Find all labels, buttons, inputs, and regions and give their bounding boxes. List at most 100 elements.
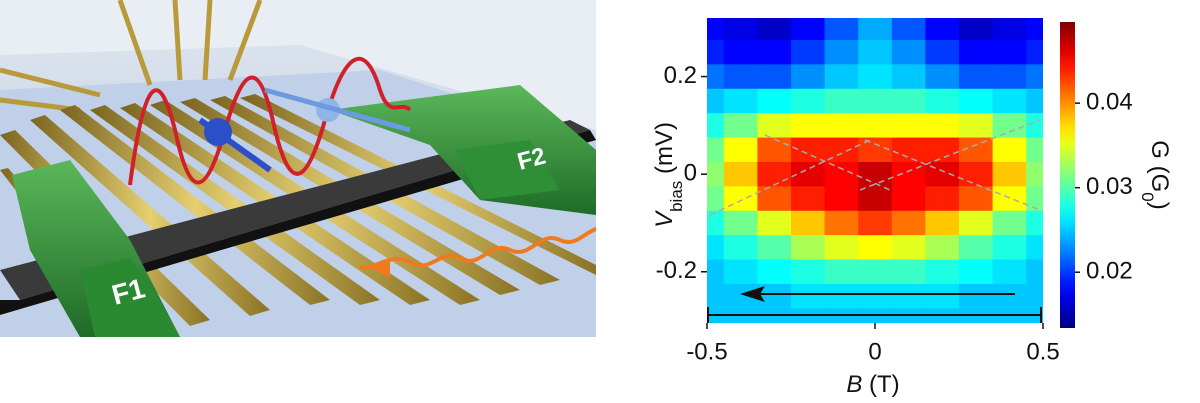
cell <box>1026 210 1043 236</box>
cell <box>891 283 926 309</box>
guide-lines <box>709 119 1041 216</box>
cell <box>791 18 826 41</box>
cell <box>858 18 893 41</box>
cell <box>1026 18 1043 41</box>
cell <box>824 186 859 212</box>
cell <box>992 113 1027 139</box>
y-tick-label: 0 <box>684 160 697 187</box>
cell <box>723 308 758 323</box>
y-subscript: bias <box>667 181 686 212</box>
sweep-arrow-head <box>740 286 765 302</box>
cell <box>723 18 758 41</box>
cell <box>723 39 758 65</box>
cell <box>723 137 758 163</box>
cell <box>707 113 725 139</box>
cell <box>925 39 960 65</box>
cell <box>992 64 1027 90</box>
cell <box>757 39 792 65</box>
cell <box>992 308 1027 323</box>
cell <box>891 308 926 323</box>
cell <box>757 259 792 285</box>
cell <box>959 88 994 114</box>
cell <box>707 283 725 309</box>
cell <box>707 137 725 163</box>
cell <box>707 210 725 236</box>
cell <box>757 235 792 261</box>
cell <box>1026 113 1043 139</box>
cell <box>992 161 1027 187</box>
cell <box>757 18 792 41</box>
cell <box>858 64 893 90</box>
colorbar <box>1060 22 1075 328</box>
cell <box>891 210 926 236</box>
cell <box>992 88 1027 114</box>
cell <box>791 259 826 285</box>
cell <box>858 39 893 65</box>
cell <box>824 235 859 261</box>
x-tick-label: 0 <box>868 338 881 365</box>
cell <box>925 186 960 212</box>
cell <box>891 18 926 41</box>
y-unit: (mV) <box>651 122 678 181</box>
cell <box>757 88 792 114</box>
cell <box>824 259 859 285</box>
cell <box>925 259 960 285</box>
cell <box>757 186 792 212</box>
cell <box>824 308 859 323</box>
cell <box>891 88 926 114</box>
cell <box>858 259 893 285</box>
cell <box>1026 137 1043 163</box>
cell <box>891 39 926 65</box>
cell <box>925 210 960 236</box>
cell <box>959 18 994 41</box>
cell <box>959 259 994 285</box>
cell <box>992 18 1027 41</box>
cell <box>992 235 1027 261</box>
cell <box>707 186 725 212</box>
cell <box>891 137 926 163</box>
cell <box>858 88 893 114</box>
cell <box>891 259 926 285</box>
cell <box>723 259 758 285</box>
cell <box>824 39 859 65</box>
x-tick-label: 0.5 <box>1026 338 1059 365</box>
cell <box>925 113 960 139</box>
cell <box>959 39 994 65</box>
cell <box>707 64 725 90</box>
cell <box>891 64 926 90</box>
cell <box>858 186 893 212</box>
cell <box>959 186 994 212</box>
colorbar-label: G (G0) <box>1139 140 1174 209</box>
cell <box>858 210 893 236</box>
cell <box>723 64 758 90</box>
cell <box>992 137 1027 163</box>
x-unit: (T) <box>862 371 899 398</box>
cell <box>925 18 960 41</box>
cell <box>1026 259 1043 285</box>
cell <box>791 283 826 309</box>
cell <box>992 39 1027 65</box>
colorbar-tick-label: 0.03 <box>1086 173 1133 200</box>
cell <box>707 235 725 261</box>
cell <box>858 308 893 323</box>
cell <box>757 161 792 187</box>
x-tick-label: -0.5 <box>686 338 727 365</box>
c-text: G (G <box>1146 140 1173 192</box>
cell <box>757 137 792 163</box>
cell <box>992 210 1027 236</box>
cell <box>723 186 758 212</box>
cell <box>925 88 960 114</box>
cell <box>925 235 960 261</box>
cell <box>1026 88 1043 114</box>
cell <box>925 308 960 323</box>
cell <box>723 235 758 261</box>
cell <box>959 161 994 187</box>
cell <box>891 113 926 139</box>
x-symbol: B <box>846 371 862 398</box>
cell <box>858 283 893 309</box>
cell <box>891 235 926 261</box>
cell <box>824 113 859 139</box>
cell <box>992 259 1027 285</box>
cell <box>824 18 859 41</box>
